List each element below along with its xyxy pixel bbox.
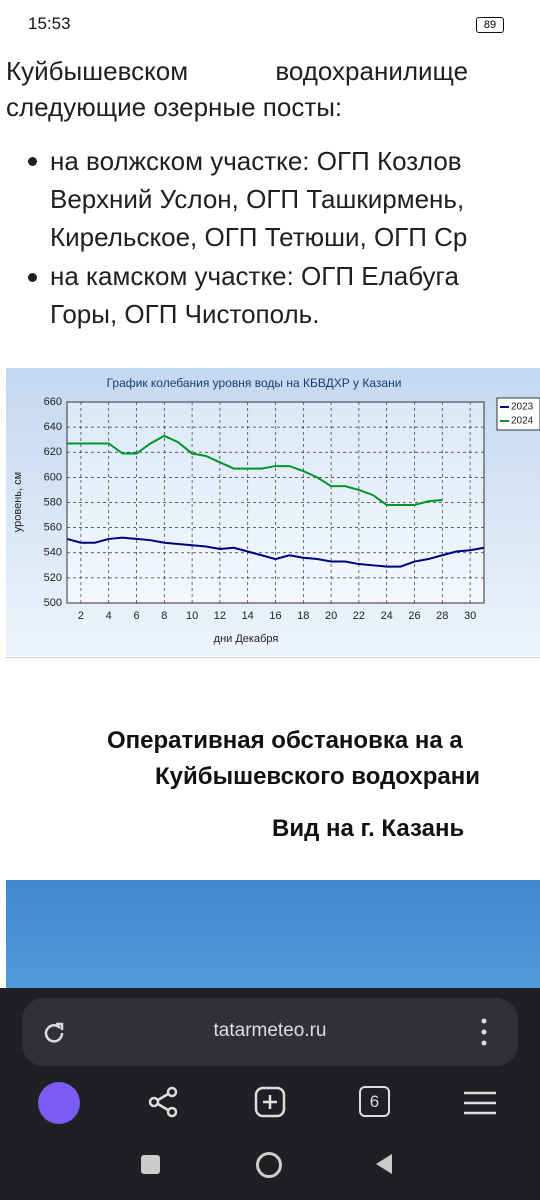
series-line bbox=[66, 536, 485, 568]
bullet bbox=[28, 273, 37, 282]
x-axis-label: дни Декабря bbox=[214, 633, 279, 645]
y-tick-label: 620 bbox=[44, 446, 62, 458]
y-tick-label: 580 bbox=[44, 496, 62, 508]
text-line: Горы, ОГП Чистополь. bbox=[50, 299, 320, 329]
text-line: Верхний Услон, ОГП Ташкирмень, bbox=[50, 184, 465, 214]
x-tick-label: 8 bbox=[161, 610, 167, 622]
assistant-button[interactable] bbox=[38, 1082, 80, 1124]
legend bbox=[496, 397, 540, 431]
new-tab-icon[interactable] bbox=[254, 1086, 286, 1118]
y-tick-label: 640 bbox=[44, 421, 62, 433]
text-line: Кирельское, ОГП Тетюши, ОГП Ср bbox=[50, 222, 468, 252]
x-tick-label: 26 bbox=[408, 610, 420, 622]
hamburger-icon[interactable] bbox=[463, 1090, 497, 1116]
caption: Вид на г. Казань bbox=[272, 815, 465, 842]
text-line: Куйбышевском водохранилище bbox=[6, 56, 469, 86]
status-bar: 15:53 89 bbox=[0, 0, 540, 50]
y-tick-label: 500 bbox=[44, 597, 62, 609]
nav-back[interactable] bbox=[372, 1152, 396, 1176]
address-bar[interactable]: tatarmeteo.ru bbox=[22, 998, 518, 1066]
chart-title: График колебания уровня воды на КБВДХР у… bbox=[107, 376, 402, 390]
photo bbox=[6, 880, 540, 988]
heading-line: Куйбышевского водохрани bbox=[155, 763, 480, 790]
x-tick-label: 4 bbox=[106, 610, 112, 622]
series-line bbox=[67, 434, 443, 507]
y-axis-label: уровень, см bbox=[12, 472, 24, 532]
url: tatarmeteo.ru bbox=[213, 1020, 327, 1041]
x-tick-label: 24 bbox=[381, 610, 393, 622]
tab-count[interactable]: 6 bbox=[359, 1086, 390, 1117]
legend-label: 2023 bbox=[511, 402, 534, 413]
x-tick-label: 18 bbox=[297, 610, 309, 622]
y-tick-label: 560 bbox=[44, 522, 62, 534]
nav-home[interactable] bbox=[256, 1152, 282, 1178]
y-tick-label: 540 bbox=[44, 547, 62, 559]
reload-icon[interactable] bbox=[42, 1020, 66, 1044]
chart: График колебания уровня воды на КБВДХР у… bbox=[6, 368, 540, 656]
text-line: следующие озерные посты: bbox=[6, 92, 343, 122]
x-tick-label: 30 bbox=[464, 610, 476, 622]
x-tick-label: 6 bbox=[133, 610, 139, 622]
y-tick-label: 660 bbox=[44, 396, 62, 408]
x-tick-label: 10 bbox=[186, 610, 198, 622]
x-tick-label: 28 bbox=[436, 610, 448, 622]
divider bbox=[6, 657, 540, 658]
y-tick-label: 520 bbox=[44, 572, 62, 584]
x-tick-label: 22 bbox=[353, 610, 365, 622]
x-tick-label: 12 bbox=[214, 610, 226, 622]
x-tick-label: 14 bbox=[242, 610, 254, 622]
text-line: на камском участке: ОГП Елабуга bbox=[50, 261, 459, 291]
x-tick-label: 20 bbox=[325, 610, 337, 622]
menu-icon[interactable] bbox=[478, 1016, 490, 1048]
clock: 15:53 bbox=[28, 14, 71, 33]
heading-line: Оперативная обстановка на а bbox=[107, 727, 463, 754]
text-line: на волжском участке: ОГП Козлов bbox=[50, 146, 462, 176]
nav-recent[interactable] bbox=[141, 1155, 160, 1174]
bullet bbox=[28, 157, 37, 166]
battery: 89 bbox=[476, 17, 504, 33]
browser-bar: tatarmeteo.ru 6 bbox=[0, 988, 540, 1200]
plot-area bbox=[66, 401, 485, 604]
y-tick-label: 600 bbox=[44, 471, 62, 483]
legend-label: 2024 bbox=[511, 416, 534, 427]
x-tick-label: 2 bbox=[78, 610, 84, 622]
share-icon[interactable] bbox=[148, 1086, 180, 1118]
x-tick-label: 16 bbox=[269, 610, 281, 622]
